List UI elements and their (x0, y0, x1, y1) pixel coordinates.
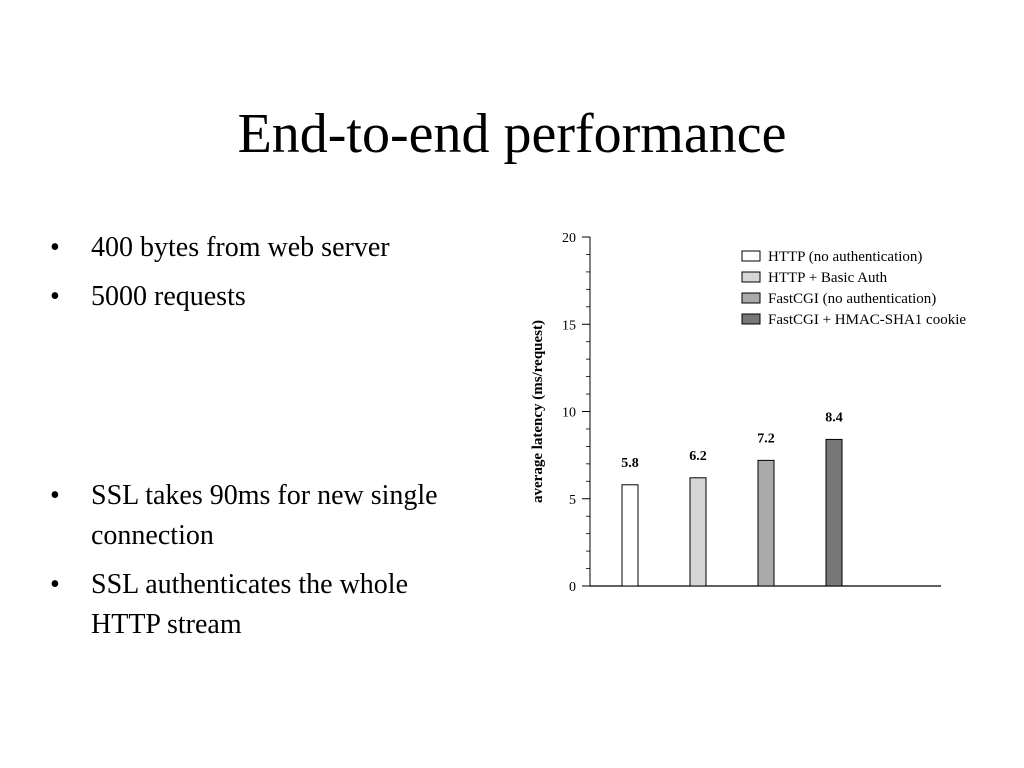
y-axis-label: average latency (ms/request) (530, 320, 546, 503)
bar (621, 484, 639, 587)
bullet-icon: • (50, 569, 60, 600)
bar-data-label: 7.2 (757, 431, 775, 446)
legend-entry: FastCGI + HMAC-SHA1 cookie (768, 312, 966, 328)
legend-entry: HTTP (no authentication) (768, 249, 922, 265)
bullet-list-bottom: • SSL takes 90ms for new single connectio… (50, 476, 480, 654)
bar-data-label: 6.2 (689, 449, 707, 464)
bullet-text: 5000 requests (91, 281, 246, 312)
bar (689, 477, 707, 587)
bar (757, 459, 775, 587)
bullet-text: SSL authenticates the whole HTTP stream (91, 569, 408, 640)
legend-entry: HTTP + Basic Auth (768, 270, 888, 286)
bullet-item: • 5000 requests (50, 277, 480, 317)
bar-data-label: 8.4 (825, 410, 843, 425)
bullet-item: • SSL authenticates the whole HTTP stream (50, 565, 480, 645)
slide-title: End-to-end performance (237, 103, 787, 165)
bar-data-label: 5.8 (621, 456, 639, 471)
y-tick-label: 15 (562, 318, 576, 333)
bullet-item: • SSL takes 90ms for new single connectio… (50, 476, 480, 556)
legend-swatch (741, 313, 761, 325)
legend-entry: FastCGI (no authentication) (768, 291, 936, 307)
legend-swatch (741, 271, 761, 283)
y-tick-label: 10 (562, 406, 576, 421)
y-tick-label: 5 (569, 493, 576, 508)
bullet-icon: • (50, 480, 60, 511)
bullet-text: SSL takes 90ms for new single connection (91, 480, 438, 551)
bullet-list-top: • 400 bytes from web server • 5000 request… (50, 228, 480, 326)
y-tick-label: 0 (569, 580, 576, 595)
bullet-icon: • (50, 281, 60, 312)
bullet-text: 400 bytes from web server (91, 232, 390, 263)
y-tick-label: 20 (562, 231, 576, 246)
bar (825, 438, 843, 587)
legend-swatch (741, 292, 761, 304)
legend-swatch (741, 250, 761, 262)
bullet-icon: • (50, 232, 60, 263)
latency-bar-chart: 0 5 10 15 20 average latency (ms/request) 5.8 6… (530, 231, 966, 595)
bullet-item: • 400 bytes from web server (50, 228, 480, 268)
